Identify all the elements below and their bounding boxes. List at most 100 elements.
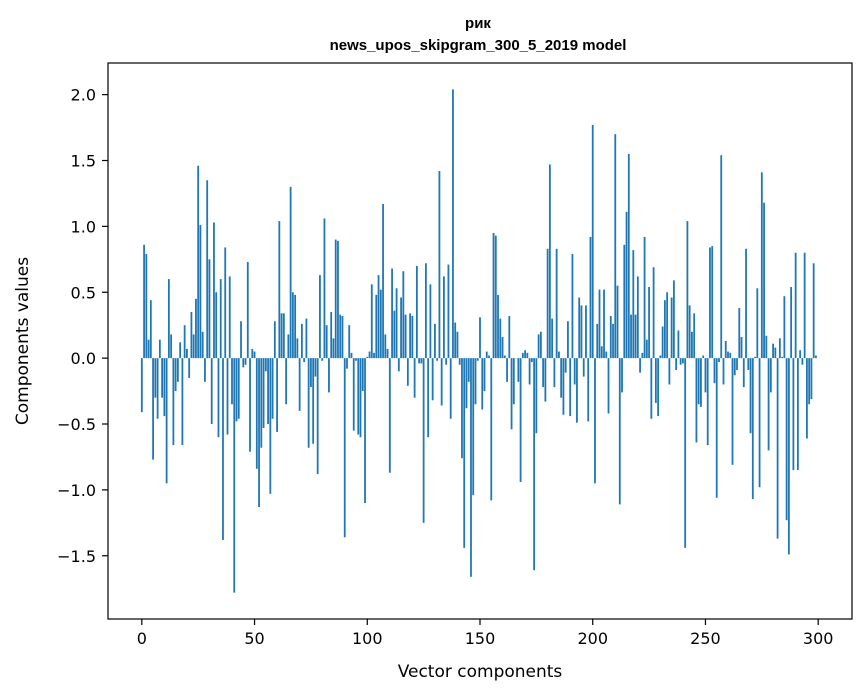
bar-71 [300,323,303,359]
bar-46 [244,358,247,365]
bar-145 [467,358,470,382]
bar-192 [573,358,576,385]
bar-221 [639,358,641,373]
bar-291 [796,358,799,471]
bar-183 [553,358,556,388]
bar-172 [528,358,531,385]
bar-165 [512,358,515,405]
bar-299 [815,355,817,359]
bar-279 [769,358,772,393]
bar-36 [222,358,224,540]
bar-117 [404,314,407,359]
bar-232 [663,300,666,359]
bar-103 [373,352,375,359]
bar-156 [492,232,495,359]
bar-262 [731,358,734,465]
bar-72 [303,358,306,363]
bar-10 [163,358,166,417]
y-tick-label: −1.5 [57,547,96,566]
bar-259 [724,341,727,359]
bar-7 [156,358,159,419]
bar-8 [158,339,161,359]
bar-244 [691,331,693,359]
bar-185 [558,351,560,359]
bar-66 [289,186,292,359]
bar-240 [682,358,684,364]
y-tick-label: 1.0 [71,217,96,236]
bar-275 [760,172,763,359]
bar-119 [409,313,412,359]
bar-77 [314,358,317,377]
bar-270 [749,358,752,434]
bar-107 [382,203,384,359]
bar-83 [328,358,330,393]
bar-242 [686,221,689,359]
bar-276 [763,202,765,359]
bar-123 [418,358,421,364]
bar-289 [792,358,795,471]
bar-133 [440,358,443,406]
bar-202 [596,323,599,359]
bar-269 [747,358,750,370]
bar-37 [224,247,227,359]
bar-47 [246,261,249,359]
bar-190 [569,358,572,417]
bar-187 [562,358,565,415]
x-tick-label: 200 [577,629,608,648]
bar-235 [670,297,673,359]
bar-19 [183,325,186,359]
bar-248 [700,358,702,407]
bar-216 [627,153,630,359]
bar-239 [679,358,682,365]
bar-45 [242,358,245,368]
bar-125 [422,358,425,523]
y-tick-label: −0.5 [57,415,96,434]
bar-1 [143,244,145,359]
bar-258 [722,358,725,385]
bar-109 [386,348,389,359]
bar-122 [415,265,418,359]
bar-252 [709,247,711,359]
bar-169 [521,352,524,359]
bar-233 [666,292,669,359]
bar-28 [204,358,206,382]
bar-228 [654,358,657,403]
bar-268 [745,248,747,359]
y-axis-label: Components values [13,257,33,425]
bar-206 [605,351,608,359]
bar-237 [675,358,678,370]
bar-139 [454,322,457,359]
bar-168 [519,358,522,482]
bar-255 [715,358,718,498]
bar-85 [332,338,335,359]
y-tick-label: 1.5 [71,151,96,170]
bar-118 [406,358,409,386]
bar-147 [472,358,475,496]
bar-108 [384,334,387,359]
bar-197 [585,305,587,359]
bar-287 [787,358,790,555]
bar-201 [594,358,596,484]
bar-70 [298,358,301,411]
bar-18 [181,358,184,446]
bar-40 [231,358,233,405]
bar-222 [641,352,644,359]
bar-32 [213,222,215,359]
bar-143 [463,358,466,548]
bar-136 [447,264,450,359]
bar-115 [400,297,402,359]
bar-102 [370,284,373,359]
bar-43 [237,358,240,419]
bar-188 [564,358,567,373]
bar-264 [736,358,738,370]
bar-171 [526,352,529,359]
bar-209 [612,323,614,359]
bar-94 [352,358,355,431]
bar-278 [767,358,770,451]
bar-271 [751,358,754,500]
bar-127 [427,358,430,438]
bar-4 [149,300,152,359]
bar-2 [145,254,148,359]
bar-116 [402,271,405,359]
bar-3 [147,339,150,359]
